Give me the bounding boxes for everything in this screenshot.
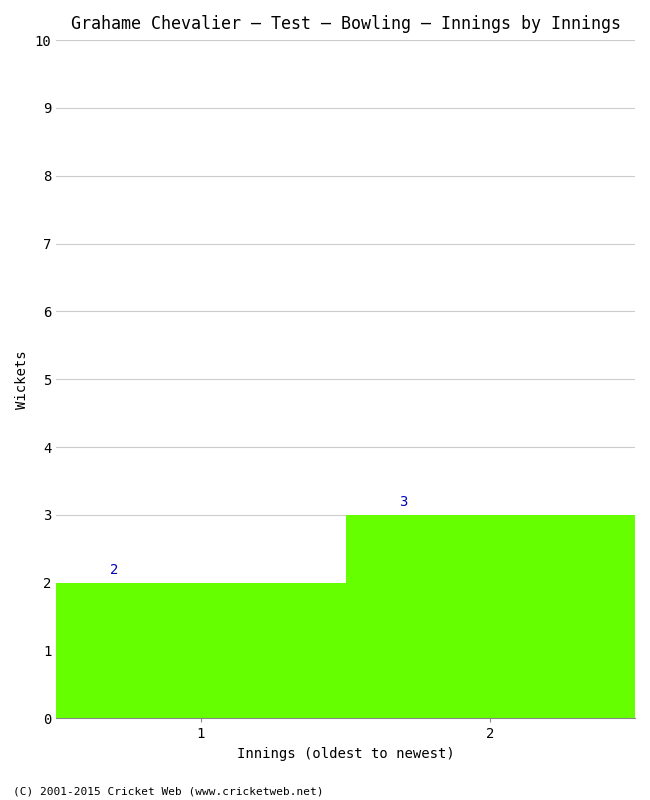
Y-axis label: Wickets: Wickets — [15, 350, 29, 409]
Title: Grahame Chevalier – Test – Bowling – Innings by Innings: Grahame Chevalier – Test – Bowling – Inn… — [71, 15, 621, 33]
Text: 3: 3 — [399, 495, 408, 510]
X-axis label: Innings (oldest to newest): Innings (oldest to newest) — [237, 747, 454, 761]
Text: (C) 2001-2015 Cricket Web (www.cricketweb.net): (C) 2001-2015 Cricket Web (www.cricketwe… — [13, 786, 324, 796]
Text: 2: 2 — [110, 563, 118, 578]
